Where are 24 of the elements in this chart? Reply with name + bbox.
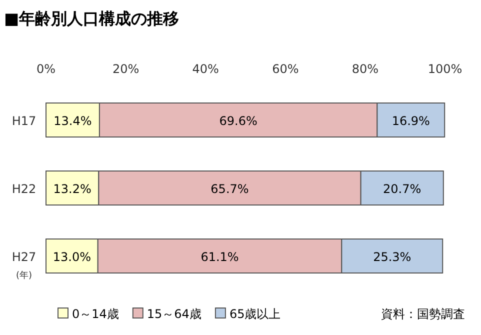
data-label: 61.1% bbox=[200, 250, 239, 264]
text: (年) bbox=[16, 270, 32, 281]
data-label: 69.6% bbox=[219, 114, 258, 128]
y-tick-label: H22 bbox=[12, 182, 36, 196]
data-label: 25.3% bbox=[373, 250, 412, 264]
data-label: 13.0% bbox=[52, 250, 91, 264]
y-tick-label: H27 bbox=[12, 250, 36, 264]
data-label: 13.4% bbox=[54, 114, 92, 128]
x-tick-label: 80% bbox=[352, 62, 379, 76]
y-tick-label: H17 bbox=[12, 114, 36, 128]
chart-title: ■年齢別人口構成の推移 bbox=[4, 9, 180, 28]
data-label: 65.7% bbox=[210, 182, 249, 196]
x-tick-label: 60% bbox=[272, 62, 299, 76]
x-tick-label: 100% bbox=[428, 62, 462, 76]
legend-label: 65歳以上 bbox=[229, 307, 281, 321]
text: 資料：国勢調査 bbox=[381, 307, 465, 321]
data-label: 16.9% bbox=[392, 114, 430, 128]
x-tick-label: 40% bbox=[192, 62, 219, 76]
data-label: 20.7% bbox=[383, 182, 422, 196]
data-label: 13.2% bbox=[53, 182, 92, 196]
x-tick-label: 20% bbox=[112, 62, 140, 76]
legend-label: 15～64歳 bbox=[146, 307, 202, 321]
x-tick-label: 0% bbox=[36, 62, 56, 76]
legend-label: 0～14歳 bbox=[72, 307, 119, 321]
